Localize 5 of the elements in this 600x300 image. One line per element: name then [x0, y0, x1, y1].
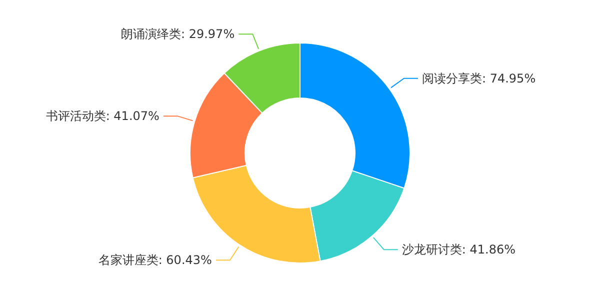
slice-label: 书评活动类: 41.07%	[46, 109, 160, 124]
slice-label: 沙龙研讨类: 41.86%	[402, 242, 516, 257]
slice-label: 阅读分享类: 74.95%	[422, 71, 536, 86]
slice-label: 名家讲座类: 60.43%	[98, 253, 212, 268]
slice-label: 朗诵演绎类: 29.97%	[120, 27, 235, 42]
